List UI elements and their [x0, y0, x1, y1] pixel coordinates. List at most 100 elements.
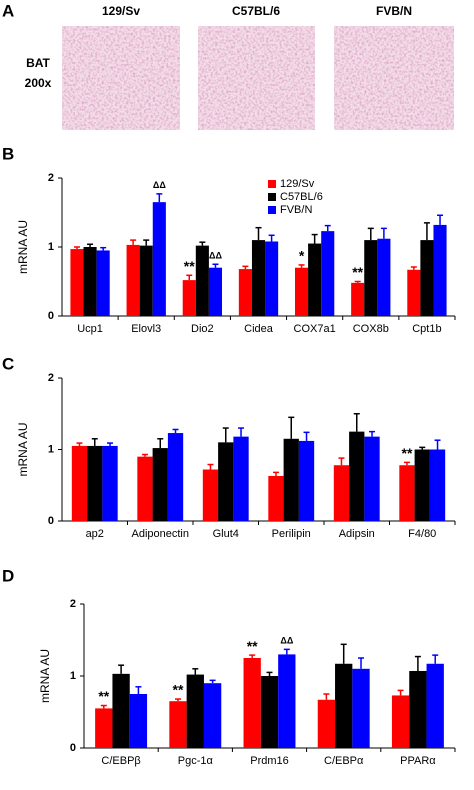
column-label: 129/Sv: [102, 4, 140, 18]
y-tick-label: 1: [48, 241, 54, 253]
x-tick-label: C/EBPβ: [101, 755, 140, 767]
bar: [126, 244, 140, 316]
x-tick-label: PPARα: [400, 755, 436, 767]
bar: [420, 240, 434, 316]
significance: **: [184, 258, 195, 274]
bar: [349, 431, 365, 521]
x-tick-label: Dio2: [191, 323, 214, 335]
bar: [71, 445, 88, 521]
bar: [268, 475, 284, 521]
y-axis-label: mRNA AU: [38, 649, 52, 703]
legend-swatch: [268, 180, 276, 188]
bar: [152, 202, 166, 316]
significance: ΔΔ: [153, 180, 166, 190]
bar: [129, 694, 148, 748]
bar: [233, 436, 249, 521]
bar: [352, 668, 370, 748]
x-tick-label: COX8b: [353, 323, 389, 335]
significance: ΔΔ: [280, 636, 293, 646]
significance: **: [352, 264, 363, 280]
y-tick-label: 2: [48, 372, 54, 384]
x-tick-label: C/EBPα: [324, 755, 364, 767]
y-tick-label: 0: [70, 742, 76, 754]
x-tick-label: Elovl3: [131, 323, 161, 335]
x-tick-label: Adiponectin: [132, 528, 190, 540]
panel-letter: B: [2, 144, 14, 163]
y-tick-label: 0: [48, 515, 54, 527]
bar: [391, 695, 410, 748]
bar: [112, 673, 130, 748]
legend-swatch: [268, 206, 276, 214]
row-label: BAT: [26, 56, 50, 70]
x-tick-label: Perilipin: [272, 528, 311, 540]
x-tick-label: Glut4: [213, 528, 239, 540]
bar: [243, 658, 261, 748]
bar: [202, 469, 219, 521]
column-label: FVB/N: [376, 4, 412, 18]
y-tick-label: 2: [48, 172, 54, 184]
bar: [251, 240, 266, 316]
bar: [208, 267, 223, 316]
x-tick-label: Prdm16: [250, 755, 289, 767]
legend-swatch: [268, 193, 276, 201]
bar: [169, 701, 187, 748]
bar: [433, 224, 447, 316]
bar: [139, 245, 153, 316]
x-tick-label: Cidea: [244, 323, 274, 335]
bar: [308, 243, 322, 316]
bar: [278, 654, 296, 748]
histology-images: [62, 26, 454, 130]
bar: [429, 449, 446, 521]
significance: **: [247, 638, 258, 654]
bar: [294, 267, 309, 316]
panel-letter: C: [2, 354, 14, 373]
bar: [317, 699, 336, 748]
column-label: C57BL/6: [232, 4, 280, 18]
bar: [364, 436, 380, 521]
bar: [364, 240, 378, 316]
bar: [283, 438, 299, 521]
magnification: 200x: [25, 76, 52, 90]
bar: [96, 250, 110, 316]
bar: [167, 433, 184, 521]
x-tick-label: Adipsin: [339, 528, 375, 540]
bar: [203, 683, 222, 748]
bar: [407, 269, 421, 316]
bar: [321, 231, 335, 316]
bar: [186, 674, 204, 748]
y-tick-label: 1: [70, 670, 76, 682]
legend-label: C57BL/6: [280, 191, 323, 203]
bar: [298, 440, 315, 521]
legend-label: FVB/N: [280, 204, 312, 216]
significance: **: [402, 445, 413, 461]
significance: *: [299, 248, 305, 264]
y-axis-label: mRNA AU: [16, 422, 30, 476]
x-tick-label: Cpt1b: [412, 323, 441, 335]
x-tick-label: Ucp1: [77, 323, 103, 335]
bar: [260, 676, 279, 748]
x-tick-label: F4/80: [408, 528, 436, 540]
significance: ΔΔ: [209, 251, 222, 261]
bar: [333, 465, 350, 521]
significance: **: [173, 682, 184, 698]
bar: [137, 456, 153, 521]
y-tick-label: 0: [48, 310, 54, 322]
bar: [238, 269, 252, 316]
bar: [265, 241, 279, 316]
bar: [102, 445, 118, 521]
x-tick-label: ap2: [86, 528, 104, 540]
bar: [399, 465, 415, 521]
significance: **: [98, 688, 109, 704]
y-tick-label: 1: [48, 443, 54, 455]
bar: [426, 663, 444, 748]
y-tick-label: 2: [70, 598, 76, 610]
bar: [70, 249, 84, 316]
x-tick-label: COX7a1: [294, 323, 336, 335]
bar: [377, 238, 391, 316]
bar: [414, 449, 430, 521]
bar: [95, 708, 113, 748]
panel-letter: A: [2, 1, 14, 20]
bar: [195, 245, 209, 316]
legend-label: 129/Sv: [280, 178, 315, 190]
